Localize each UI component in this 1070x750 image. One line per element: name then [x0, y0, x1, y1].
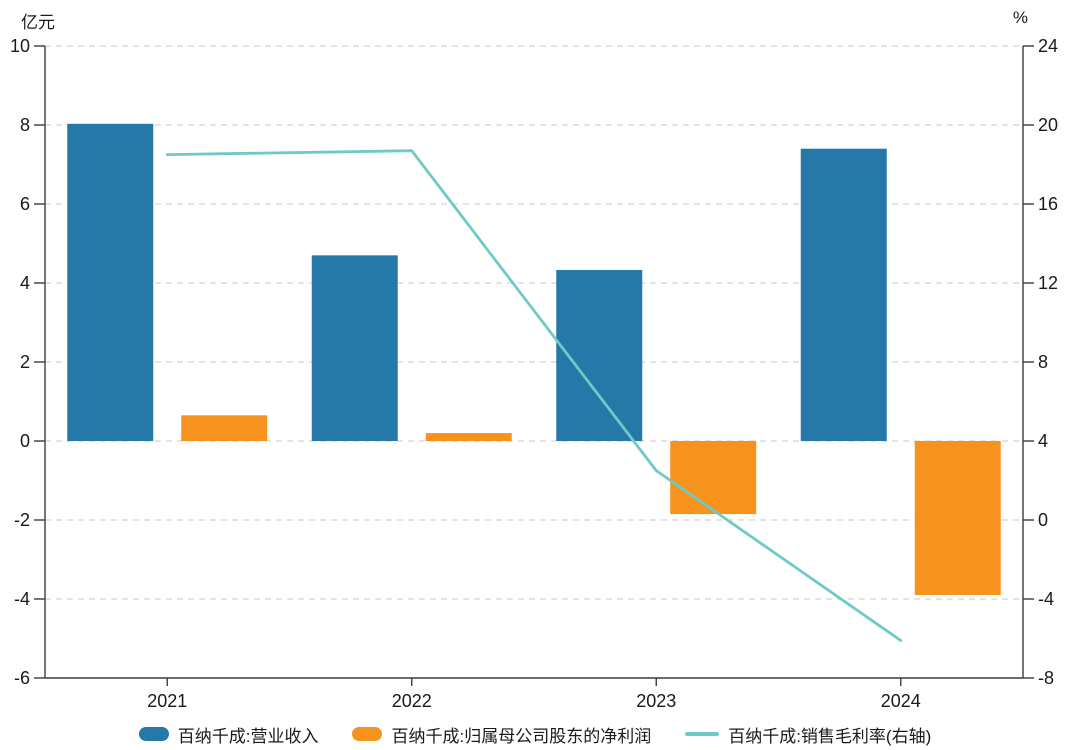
revenue-legend-label: 百纳千成:营业收入 [177, 726, 319, 746]
y-left-tick-label: 0 [20, 431, 30, 451]
y-right-tick-label: 4 [1038, 431, 1048, 451]
legend-item-net-profit: 百纳千成:归属母公司股东的净利润 [352, 722, 651, 747]
net-profit-bar-2023 [670, 441, 757, 515]
y-right-tick-label: 16 [1038, 194, 1058, 214]
gross-margin-legend-swatch [685, 732, 720, 736]
net-profit-bar-2022 [425, 433, 512, 441]
y-left-tick-label: 6 [20, 194, 30, 214]
y-left-tick-label: -6 [14, 668, 30, 688]
y-right-tick-label: 24 [1038, 36, 1058, 56]
revenue-bar-2024 [800, 148, 887, 441]
net-profit-bar-2024 [914, 441, 1001, 596]
net-profit-legend-swatch [352, 727, 383, 741]
revenue-bar-2022 [311, 255, 398, 441]
x-tick-label: 2024 [881, 691, 921, 711]
gross-margin-line [165, 149, 903, 642]
y-right-tick-label: 12 [1038, 273, 1058, 293]
x-tick-label: 2022 [392, 691, 432, 711]
y-right-tick-label: 8 [1038, 352, 1048, 372]
x-tick-label: 2021 [147, 691, 187, 711]
chart-legend: 百纳千成:营业收入 百纳千成:归属母公司股东的净利润 百纳千成:销售毛利率(右轴… [0, 719, 1070, 749]
x-tick-label: 2023 [636, 691, 676, 711]
y-left-tick-label: 2 [20, 352, 30, 372]
y-left-tick-label: 8 [20, 115, 30, 135]
left-axis-unit-label: 亿元 [21, 13, 55, 32]
y-right-tick-label: -8 [1038, 668, 1054, 688]
legend-item-revenue: 百纳千成:营业收入 [138, 722, 319, 747]
net-profit-bar-2021 [181, 415, 268, 441]
y-left-tick-label: -2 [14, 510, 30, 530]
right-axis-unit-label: % [1012, 8, 1028, 27]
legend-item-gross-margin: 百纳千成:销售毛利率(右轴) [685, 722, 931, 747]
y-left-tick-label: 4 [20, 273, 30, 293]
y-right-tick-label: 20 [1038, 115, 1058, 135]
revenue-legend-swatch [138, 727, 169, 741]
y-right-tick-label: -4 [1038, 589, 1054, 609]
y-right-tick-label: 0 [1038, 510, 1048, 530]
revenue-bar-2023 [556, 269, 643, 441]
revenue-bar-2021 [67, 123, 154, 441]
y-left-tick-label: 10 [10, 36, 30, 56]
gross-margin-legend-label: 百纳千成:销售毛利率(右轴) [728, 726, 932, 746]
y-left-tick-label: -4 [14, 589, 30, 609]
net-profit-legend-label: 百纳千成:归属母公司股东的净利润 [391, 726, 652, 746]
